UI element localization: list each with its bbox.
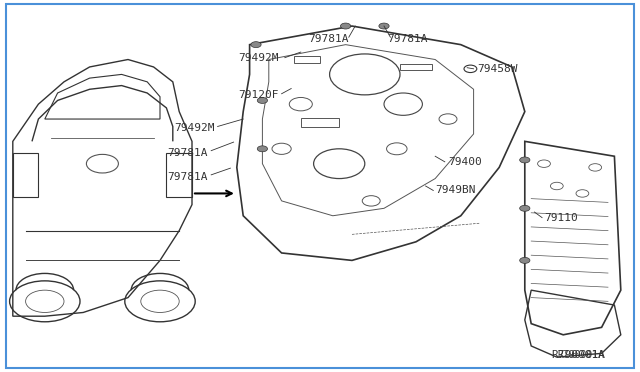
Bar (13, 153, 38, 197)
Text: 79400: 79400 (448, 157, 482, 167)
Circle shape (520, 157, 530, 163)
Circle shape (340, 23, 351, 29)
Text: 79781A: 79781A (308, 34, 349, 44)
Text: 79120F: 79120F (238, 90, 278, 100)
Text: 79458W: 79458W (477, 64, 517, 74)
Circle shape (257, 97, 268, 103)
Text: 79781A: 79781A (168, 172, 208, 182)
Circle shape (520, 257, 530, 263)
Text: 79781A: 79781A (387, 34, 428, 44)
Circle shape (520, 205, 530, 211)
Bar (400, 64, 432, 70)
Text: R790001A: R790001A (551, 350, 605, 360)
Text: 79781A: 79781A (168, 148, 208, 157)
Text: 79492M: 79492M (174, 124, 214, 133)
Bar (301, 118, 339, 127)
Circle shape (251, 42, 261, 48)
Text: 7949BN: 7949BN (435, 185, 476, 195)
Text: R790001A: R790001A (558, 350, 605, 360)
Circle shape (257, 146, 268, 152)
Circle shape (379, 23, 389, 29)
Text: 79110: 79110 (544, 213, 578, 222)
Bar (166, 153, 192, 197)
Text: 79492M: 79492M (238, 53, 278, 62)
Bar (294, 56, 320, 63)
